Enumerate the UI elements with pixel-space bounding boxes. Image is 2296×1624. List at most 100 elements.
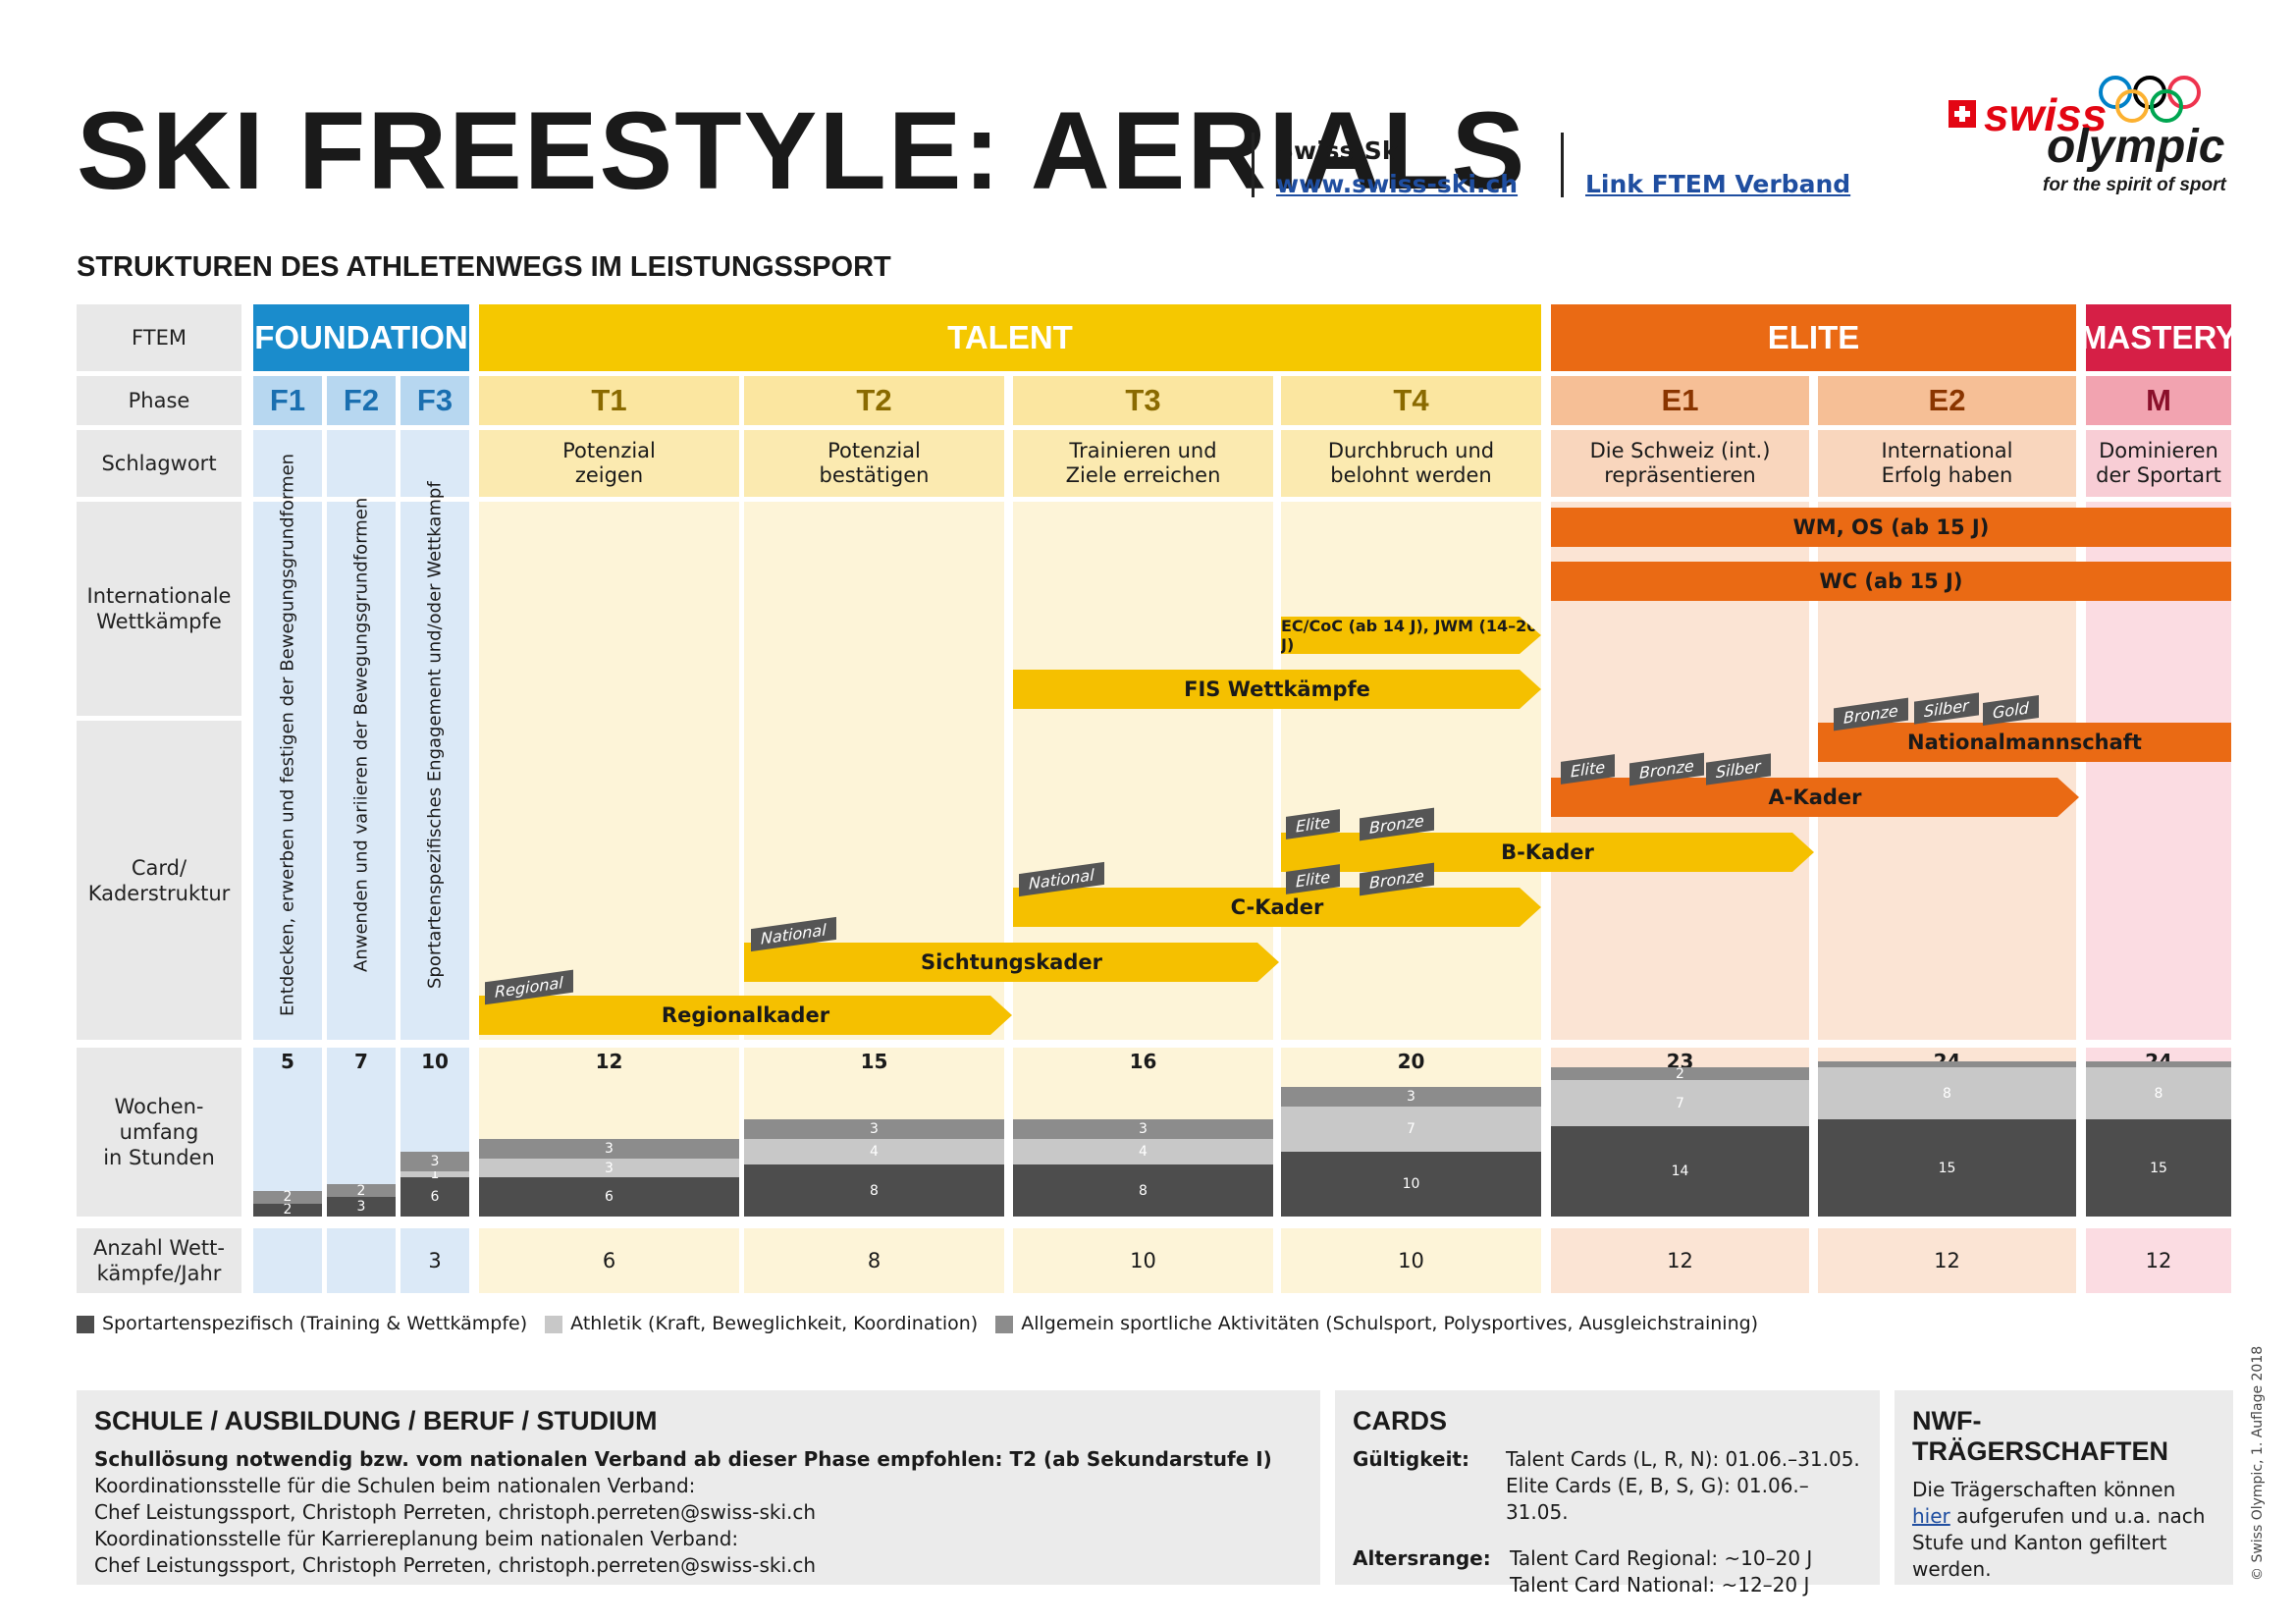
row-label-international: Internationale Wettkämpfe — [77, 502, 241, 716]
legend-item-sport: Sportartenspezifisch (Training & Wettkäm… — [77, 1313, 527, 1334]
phase-cell: T4 — [1281, 376, 1541, 425]
ftem-talent: TALENT — [479, 304, 1541, 371]
section-subtitle: STRUKTUREN DES ATHLETENWEGS IM LEISTUNGS… — [77, 251, 891, 283]
ftem-mastery: MASTERY — [2080, 304, 2237, 371]
keyword-cell — [400, 430, 469, 497]
cards-box: CARDS Gültigkeit: Talent Cards (L, R, N)… — [1335, 1390, 1880, 1597]
nwf-text: Die Trägerschaften können — [1912, 1478, 2176, 1501]
row-label-phase: Phase — [77, 376, 241, 425]
competitions-cell: 8 — [744, 1228, 1004, 1293]
hours-segment-general — [2086, 1060, 2231, 1068]
school-line: Koordinationsstelle für Karriereplanung … — [94, 1527, 739, 1550]
bar-regionalkader: Regionalkader — [479, 996, 1012, 1035]
column-background — [400, 502, 469, 1040]
competitions-cell — [327, 1228, 396, 1293]
phase-cell: F2 — [327, 376, 396, 425]
school-box: SCHULE / AUSBILDUNG / BERUF / STUDIUM Sc… — [77, 1390, 1320, 1585]
school-title: SCHULE / AUSBILDUNG / BERUF / STUDIUM — [94, 1406, 658, 1435]
bar-nationalmannschaft: Nationalmannschaft — [1818, 723, 2231, 762]
hours-segment-sport: 2 — [253, 1202, 322, 1218]
ftem-foundation: FOUNDATION — [253, 304, 469, 371]
hours-segment-sport: 3 — [327, 1197, 396, 1217]
hours-segment-athletic: 4 — [1013, 1138, 1273, 1165]
hours-segment-general: 3 — [744, 1119, 1004, 1139]
phase-cell: T1 — [479, 376, 739, 425]
legend-label: Allgemein sportliche Aktivitäten (Schuls… — [1021, 1313, 1759, 1334]
olympic-rings-icon — [1949, 76, 2201, 128]
hours-segment-athletic: 3 — [479, 1158, 739, 1178]
hours-segment-sport: 14 — [1551, 1125, 1809, 1217]
phase-cell: M — [2086, 376, 2231, 425]
keyword-cell — [253, 430, 322, 497]
competitions-cell: 12 — [1551, 1228, 1809, 1293]
hours-segment-general: 3 — [1281, 1087, 1541, 1107]
competitions-cell: 10 — [1013, 1228, 1273, 1293]
keyword-cell — [327, 430, 396, 497]
legend-swatch — [995, 1315, 1014, 1333]
bar-fis: FIS Wettkämpfe — [1013, 670, 1541, 709]
cards-validity-label: Gültigkeit: — [1353, 1447, 1469, 1471]
hours-segment-sport: 6 — [479, 1177, 739, 1217]
hours-segment-sport: 10 — [1281, 1152, 1541, 1217]
keyword-cell: Trainieren und Ziele erreichen — [1013, 430, 1273, 497]
logo-tagline: for the spirit of sport — [2043, 175, 2226, 195]
competitions-cell: 10 — [1281, 1228, 1541, 1293]
row-label-card: Card/ Kaderstruktur — [77, 721, 241, 1040]
weekly-total: 12 — [595, 1050, 623, 1073]
hours-segment-general — [1818, 1060, 2076, 1068]
ftem-link[interactable]: Link FTEM Verband — [1585, 170, 1851, 198]
bar-ec-coc: EC/CoC (ab 14 J), JWM (14–20 J) — [1281, 617, 1541, 654]
keyword-cell: Die Schweiz (int.) repräsentieren — [1551, 430, 1809, 497]
federation-block: Swiss-Ski www.swiss-ski.ch — [1276, 135, 1518, 201]
foundation-text-f1: Entdecken, erwerben und festigen der Bew… — [277, 453, 298, 1017]
stacked-bar: 14 7 2 — [1551, 1066, 1809, 1217]
weekly-total: 10 — [421, 1050, 449, 1073]
stacked-bar: 15 8 — [2086, 1060, 2231, 1217]
legend-label: Sportartenspezifisch (Training & Wettkäm… — [102, 1313, 528, 1334]
nwf-link[interactable]: hier — [1912, 1504, 1950, 1528]
phase-cell: T3 — [1013, 376, 1273, 425]
school-line: Chef Leistungssport, Christoph Perreten,… — [94, 1553, 817, 1577]
nwf-text: aufgerufen und u.a. nach Stufe und Kanto… — [1912, 1504, 2206, 1581]
hours-segment-general: 2 — [1551, 1066, 1809, 1082]
phase-cell: E1 — [1551, 376, 1809, 425]
ftem-elite: ELITE — [1551, 304, 2076, 371]
hours-segment-athletic: 7 — [1281, 1106, 1541, 1152]
bar-wm-os: WM, OS (ab 15 J) — [1551, 508, 2231, 547]
logo-word-olympic: olympic — [2047, 121, 2225, 173]
hours-segment-general: 3 — [1013, 1119, 1273, 1139]
bar-c-kader: C-Kader — [1013, 888, 1541, 927]
nwf-box: NWF-TRÄGERSCHAFTEN Die Trägerschaften kö… — [1895, 1390, 2233, 1585]
hours-segment-athletic: 7 — [1551, 1080, 1809, 1126]
logo-word-swiss: swiss — [1984, 89, 2108, 140]
weekly-total: 20 — [1397, 1050, 1425, 1073]
keyword-cell: Durchbruch und belohnt werden — [1281, 430, 1541, 497]
stacked-bar: 10 7 3 — [1281, 1070, 1541, 1217]
column-background — [479, 502, 739, 1040]
hours-segment-athletic: 4 — [744, 1138, 1004, 1165]
cards-age: Talent Card National: ~12–20 J — [1510, 1573, 1810, 1597]
phase-cell: T2 — [744, 376, 1004, 425]
hours-segment-sport: 15 — [2086, 1119, 2231, 1217]
school-line: Koordinationsstelle für die Schulen beim… — [94, 1474, 696, 1497]
hours-segment-general: 3 — [479, 1138, 739, 1159]
hours-segment-general: 2 — [327, 1183, 396, 1199]
cards-validity: Elite Cards (E, B, S, G): 01.06.–31.05. — [1505, 1474, 1809, 1524]
legend-item-athletic: Athletik (Kraft, Beweglichkeit, Koordina… — [545, 1313, 978, 1334]
bar-sichtungskader: Sichtungskader — [744, 943, 1279, 982]
federation-link[interactable]: www.swiss-ski.ch — [1276, 170, 1519, 198]
cards-validity: Talent Cards (L, R, N): 01.06.–31.05. — [1505, 1447, 1860, 1471]
hours-segment-sport: 6 — [400, 1177, 469, 1217]
keyword-cell: Potenzial bestätigen — [744, 430, 1004, 497]
competitions-cell: 3 — [400, 1228, 469, 1293]
school-line: Chef Leistungssport, Christoph Perreten,… — [94, 1500, 817, 1524]
cards-title: CARDS — [1353, 1406, 1448, 1435]
foundation-text-f2: Anwenden und variieren der Bewegungsgrun… — [350, 497, 372, 973]
legend-swatch — [545, 1315, 563, 1333]
hours-segment-general: 2 — [253, 1189, 322, 1205]
